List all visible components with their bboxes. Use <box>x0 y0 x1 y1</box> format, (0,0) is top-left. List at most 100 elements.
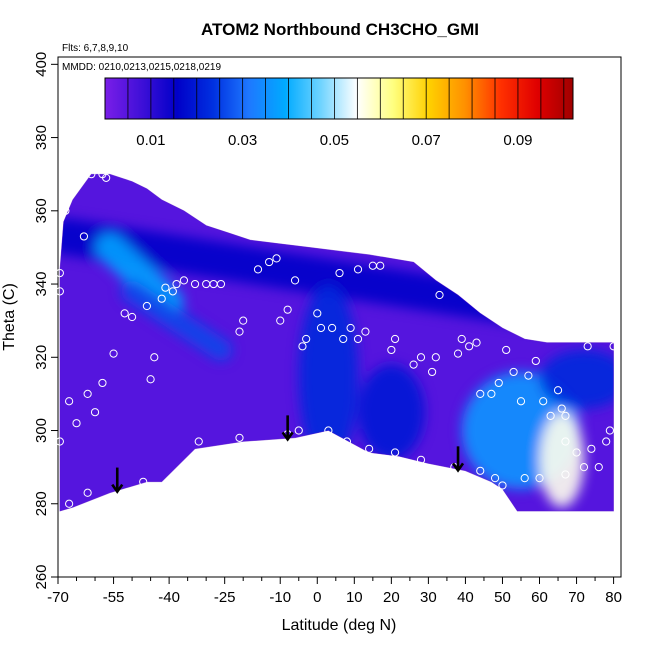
colorbar-gradient <box>104 77 574 120</box>
observation-points <box>55 170 618 508</box>
observation-point <box>83 488 92 497</box>
observation-point <box>79 232 89 241</box>
observation-point <box>516 397 526 406</box>
observation-point <box>587 444 596 453</box>
observation-point <box>376 261 385 270</box>
observation-point <box>142 301 151 311</box>
mmdd-annotation: MMDD: 0210,0213,0215,0218,0219 <box>62 62 221 73</box>
observation-point <box>553 386 563 395</box>
observation-point <box>253 265 263 274</box>
observation-point <box>476 389 485 399</box>
observation-point <box>157 294 166 303</box>
field-feature-cyan-streak <box>95 232 184 318</box>
observation-point <box>146 375 155 384</box>
observation-point <box>446 265 455 274</box>
observation-point <box>390 334 400 344</box>
observation-point <box>294 426 303 435</box>
flights-annotation: Flts: 6,7,8,9,10 <box>62 43 129 54</box>
observation-point <box>416 455 426 464</box>
observation-point <box>87 170 96 179</box>
x-tick-label: -40 <box>158 589 180 606</box>
observation-point <box>55 268 64 278</box>
observation-point <box>65 397 74 406</box>
observation-point <box>557 404 566 413</box>
field-feature-equator-plume <box>298 284 359 468</box>
y-tick-label: 340 <box>33 272 50 297</box>
field-feature-mid-streak <box>121 280 232 361</box>
x-tick-label: -25 <box>214 589 236 606</box>
observation-point <box>316 323 326 333</box>
y-tick-label: 320 <box>33 345 50 370</box>
observation-point <box>265 257 274 267</box>
colorbar: 0.01 0.03 0.05 0.07 0.09 <box>104 77 574 149</box>
observation-point <box>239 316 248 325</box>
observation-point <box>194 437 203 446</box>
observation-point <box>290 276 300 285</box>
y-axis: 260 280 300 320 340 360 380 400 <box>33 52 58 590</box>
observation-point <box>561 470 570 479</box>
observation-point <box>216 279 226 289</box>
observation-point <box>427 367 437 377</box>
observation-point <box>150 353 159 362</box>
observation-point <box>235 433 244 442</box>
observation-point <box>346 323 355 333</box>
observation-point <box>327 323 337 333</box>
observation-point <box>490 474 500 483</box>
observation-point <box>498 481 507 490</box>
observation-point <box>431 353 440 362</box>
flight-arrow <box>281 415 294 442</box>
observation-point <box>65 499 74 508</box>
x-axis: -70 -55 -40 -25 -10 0 10 20 30 40 50 60 70 80 <box>47 576 622 606</box>
colorbar-tick-label: 0.03 <box>228 132 257 149</box>
observation-point <box>72 419 81 428</box>
observation-point <box>609 342 618 351</box>
x-tick-label: 20 <box>383 589 400 606</box>
observation-point <box>324 426 333 435</box>
observation-point <box>353 265 363 274</box>
observation-point <box>509 367 518 377</box>
observation-point <box>365 444 374 453</box>
observation-point <box>465 342 474 351</box>
observation-point <box>55 437 64 446</box>
flight-arrows <box>111 415 465 494</box>
x-tick-label: 60 <box>531 589 548 606</box>
observation-point <box>387 345 396 355</box>
observation-point <box>313 309 322 318</box>
colorbar-tick-label: 0.07 <box>412 132 441 149</box>
x-axis-label: Latitude (deg N) <box>282 617 397 634</box>
observation-point <box>90 408 100 417</box>
observation-point <box>120 309 129 318</box>
observation-point <box>235 327 244 336</box>
observation-point <box>302 334 311 344</box>
observation-point <box>98 378 107 388</box>
observation-point <box>572 448 581 457</box>
observation-point <box>298 342 307 351</box>
observation-point <box>342 437 352 446</box>
colorbar-tick-label: 0.05 <box>320 132 349 149</box>
observation-point <box>561 437 570 446</box>
colorbar-tick-label: 0.01 <box>136 132 165 149</box>
field-feature-arctic-cap <box>539 349 614 409</box>
observation-point <box>353 334 363 344</box>
observation-point <box>605 426 614 435</box>
observation-point <box>390 448 400 457</box>
y-tick-label: 300 <box>33 418 50 443</box>
flight-arrow <box>451 446 465 473</box>
observation-point <box>339 334 348 344</box>
observation-point <box>190 279 200 289</box>
data-envelope <box>59 173 614 512</box>
x-tick-label: -10 <box>269 589 291 606</box>
observation-point <box>561 411 570 420</box>
observation-point <box>520 474 529 483</box>
flight-arrow <box>111 467 124 494</box>
observation-point <box>102 173 111 182</box>
observation-point <box>531 356 540 366</box>
observation-point <box>109 349 118 358</box>
y-tick-label: 260 <box>33 564 50 589</box>
observation-point <box>416 353 426 362</box>
field-feature-mid-lat-plume <box>358 364 425 460</box>
observation-point <box>435 290 444 300</box>
y-tick-label: 280 <box>33 491 50 516</box>
observation-point <box>453 349 463 358</box>
